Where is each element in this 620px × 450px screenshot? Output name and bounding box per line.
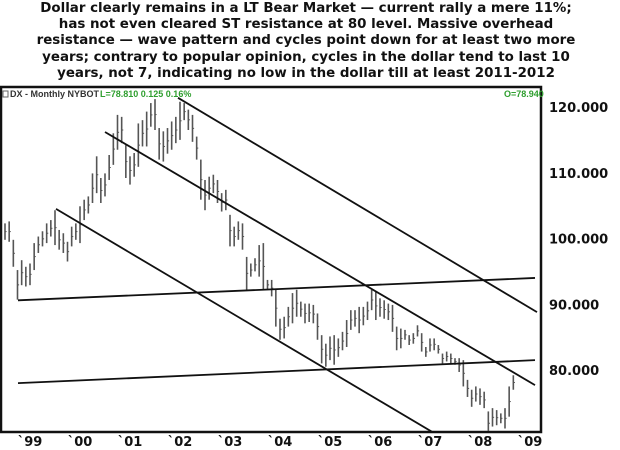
x-tick-label: `02 [168,435,193,450]
y-axis: 120.000 110.000 100.000 90.000 80.000 [549,101,608,379]
trendline [104,131,536,386]
title-line: resistance — wave pattern and cycles poi… [36,33,576,49]
title-line: years; contrary to popular opinion, cycl… [42,49,570,65]
trendlines [17,97,538,431]
x-tick-label: `05 [318,435,343,450]
trendline [177,97,538,313]
plot-frame [0,85,543,434]
title-line: has not even cleared ST resistance at 80… [58,17,554,33]
x-tick-label: `06 [368,435,393,450]
x-axis: `99 `00 `01 `02 `03 `04 `05 `06 `07 `08 `09 [18,435,543,450]
y-tick-label: 80.000 [549,364,599,379]
trendline [17,359,536,385]
x-tick-label: `00 [68,435,93,450]
title-line: years, not 7, indicating no low in the d… [57,65,555,81]
x-tick-label: `07 [418,435,443,450]
y-tick-label: 100.000 [549,233,608,248]
y-tick-label: 120.000 [549,101,608,116]
y-tick-label: 90.000 [549,298,599,313]
symbol-label: DX - Monthly NYBOT [10,89,99,99]
x-tick-label: `09 [518,435,543,450]
x-tick-label: `08 [468,435,493,450]
y-tick-label: 110.000 [549,167,608,182]
open-price-label: O=78.940 [504,89,544,99]
x-tick-label: `01 [118,435,143,450]
trendline [17,277,536,302]
x-tick-label: `99 [18,435,43,450]
title-line: Dollar clearly remains in a LT Bear Mark… [40,1,572,16]
trendline [55,208,433,431]
chart-menu-icon[interactable] [2,90,9,98]
chart-title: Dollar clearly remains in a LT Bear Mark… [0,1,612,82]
last-price-label: L=78.810 0.125 0.16% [100,89,191,99]
x-tick-label: `03 [218,435,243,450]
price-bars [4,99,515,431]
x-tick-label: `04 [268,435,293,450]
